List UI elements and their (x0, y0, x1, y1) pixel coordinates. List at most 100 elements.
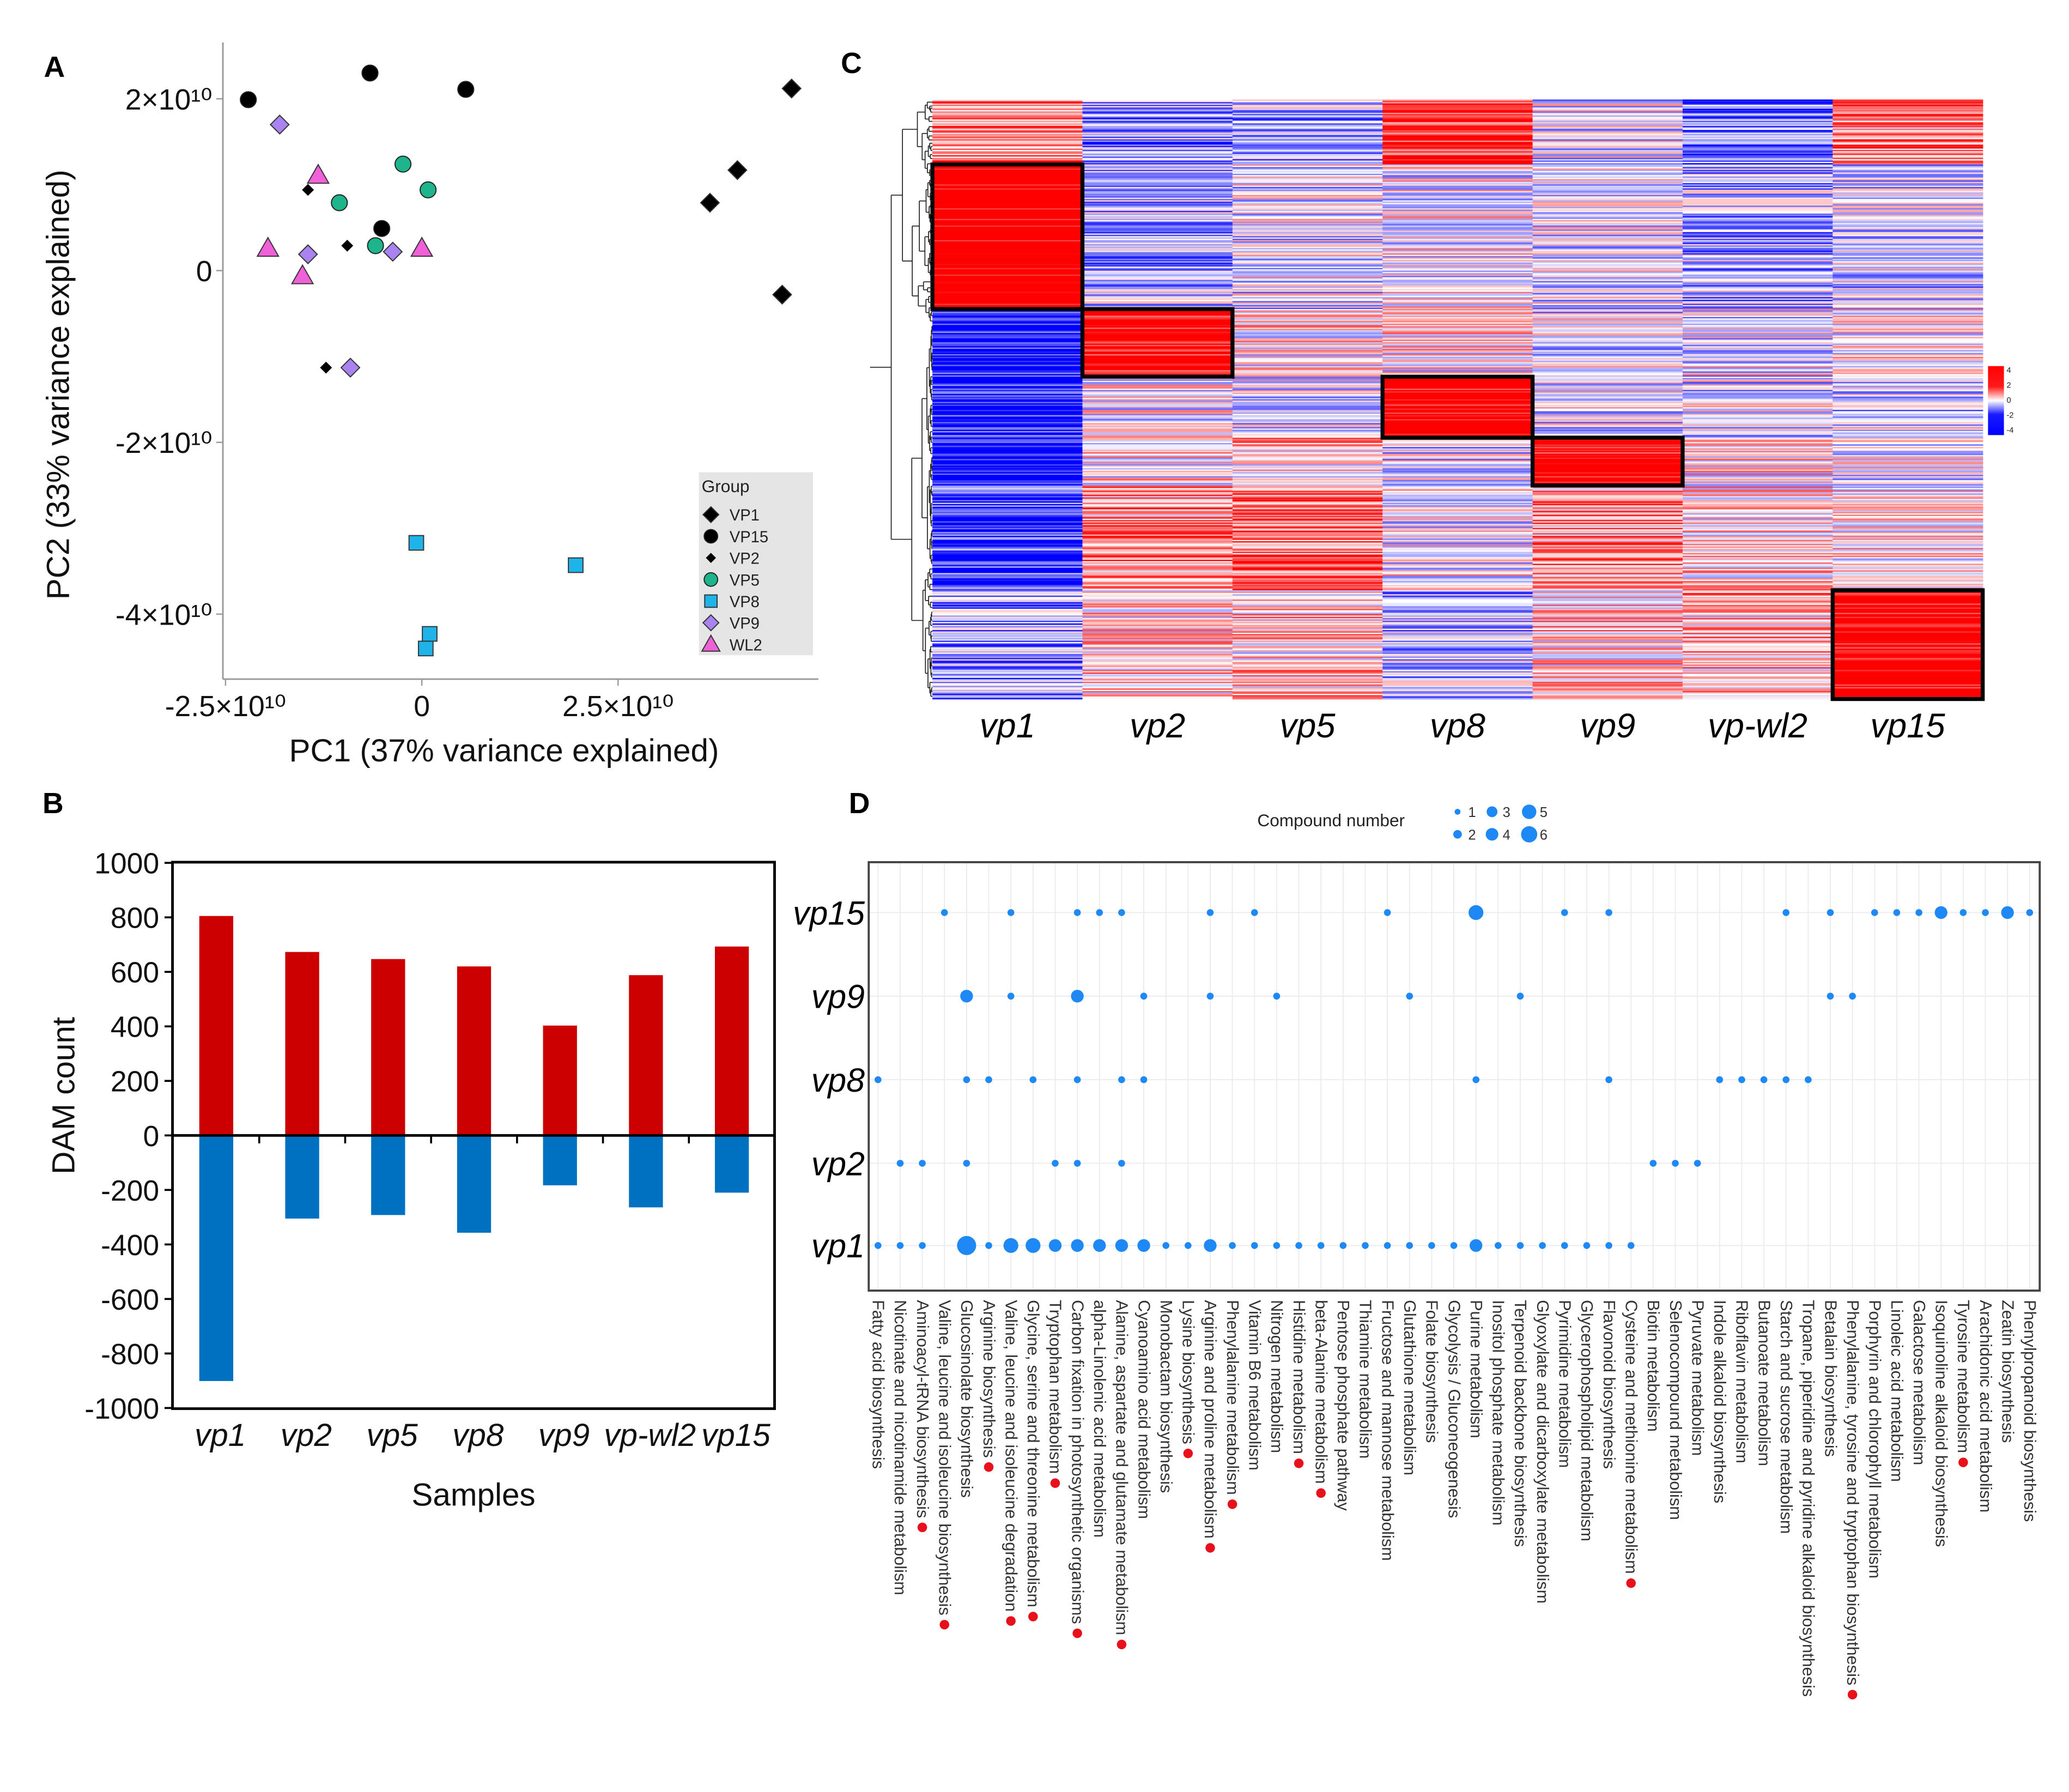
heatmap-cell (1833, 382, 1983, 384)
heatmap-cell (1232, 675, 1383, 677)
heatmap-cell (932, 320, 1083, 323)
heatmap-cell (1833, 117, 1983, 119)
heatmap-cell (932, 438, 1083, 440)
heatmap-cell (1382, 528, 1533, 530)
heatmap-cell (1532, 258, 1683, 261)
heatmap-cell (932, 426, 1083, 428)
heatmap-cell (932, 545, 1083, 547)
heatmap-cell (1532, 187, 1683, 189)
heatmap-cell (1082, 240, 1233, 242)
heatmap-cell (1833, 150, 1983, 152)
pathway-label: Purine metabolism (1467, 1300, 1485, 1438)
pca-x-tick-label: 2.5×10¹⁰ (562, 691, 674, 723)
heatmap-cell (932, 391, 1083, 393)
heatmap-cell (1682, 404, 1834, 407)
heatmap-cell (1232, 506, 1383, 508)
heatmap-cell (1382, 658, 1533, 660)
heatmap-cell (1833, 391, 1983, 393)
heatmap-cell (932, 150, 1083, 152)
heatmap-cell (1232, 476, 1383, 478)
heatmap-cell (1382, 441, 1533, 444)
heatmap-cell (1382, 224, 1533, 226)
heatmap-cell (1232, 552, 1383, 554)
heatmap-cell (1082, 150, 1233, 152)
heatmap-cell (1682, 286, 1834, 288)
heatmap-cell (1532, 647, 1683, 649)
heatmap-cell (932, 279, 1083, 281)
bubble-vp1 (1273, 1242, 1281, 1249)
bubble-row-label: vp2 (811, 1145, 865, 1182)
heatmap-cell (1232, 464, 1383, 466)
heatmap-cell (1532, 411, 1683, 413)
heatmap-cell (1532, 393, 1683, 396)
heatmap-cell (1532, 378, 1683, 380)
heatmap-cell (1532, 542, 1683, 544)
heatmap-cell (1532, 404, 1683, 407)
heatmap-cell (932, 205, 1083, 208)
heatmap-cell (1682, 577, 1834, 579)
heatmap-cell (1382, 571, 1533, 574)
heatmap-cell (1232, 592, 1383, 595)
legend-label-wl2: WL2 (730, 637, 762, 654)
heatmap-cell (1682, 625, 1834, 627)
heatmap-cell (1532, 400, 1683, 403)
heatmap-cell (1682, 282, 1834, 284)
heatmap-cell (1232, 265, 1383, 267)
heatmap-cell (1382, 99, 1533, 101)
bubble-vp15 (1469, 905, 1484, 921)
heatmap-cell (1232, 649, 1383, 651)
heatmap-cell (1833, 641, 1983, 644)
heatmap-cell (1382, 477, 1533, 480)
pathway-label: Valine, leucine and isoleucine degradati… (1002, 1300, 1020, 1612)
heatmap-cell (1382, 508, 1533, 510)
heatmap-cell (1082, 269, 1233, 271)
heatmap-cell (1682, 450, 1834, 452)
heatmap-cell (1532, 221, 1683, 223)
heatmap-cell (1232, 386, 1383, 388)
heatmap-cell (1082, 628, 1233, 631)
heatmap-cell (1232, 156, 1383, 159)
heatmap-cell (1382, 124, 1533, 126)
heatmap-cell (1232, 160, 1383, 162)
heatmap-cell (932, 270, 1083, 273)
heatmap-cell (1682, 343, 1834, 346)
heatmap-cell (1532, 134, 1683, 136)
heatmap-cell (1232, 691, 1383, 693)
heatmap-cell (1382, 350, 1533, 352)
heatmap-cell (1232, 607, 1383, 609)
heatmap-cell (1682, 526, 1834, 529)
heatmap-cell (1833, 603, 1983, 606)
heatmap-cell (1682, 246, 1834, 249)
heatmap-cell (1082, 331, 1233, 334)
heatmap-cell (932, 232, 1083, 234)
bubble-vp2 (1672, 1160, 1679, 1167)
heatmap-cell (1682, 399, 1834, 401)
heatmap-cell (1232, 611, 1383, 614)
heatmap-cell (1532, 514, 1683, 517)
heatmap-cell (1232, 488, 1383, 490)
heatmap-cell (1532, 585, 1683, 587)
heatmap-cell (1682, 359, 1834, 361)
heatmap-cell (1232, 505, 1383, 507)
heatmap-cell (1532, 635, 1683, 637)
heatmap-cell (1833, 306, 1983, 308)
heatmap-cell (932, 417, 1083, 420)
pca-point-vp2 (302, 184, 314, 196)
heatmap-cell (932, 541, 1083, 543)
heatmap-cell (1382, 665, 1533, 668)
heatmap-cell (1382, 188, 1533, 190)
heatmap-cell (1682, 426, 1834, 428)
heatmap-cell (1082, 658, 1233, 660)
heatmap-cell (1682, 108, 1834, 111)
heatmap-cell (1382, 143, 1533, 146)
bar-category-label: vp1 (195, 1418, 246, 1453)
heatmap-cell (1082, 216, 1233, 218)
heatmap-cell (932, 159, 1083, 161)
heatmap-cell (1833, 592, 1983, 595)
heatmap-cell (1232, 440, 1383, 443)
heatmap-cell (1532, 683, 1683, 685)
bubble-vp15 (1915, 909, 1922, 916)
heatmap-cell (1682, 328, 1834, 330)
heatmap-cell (1682, 298, 1834, 300)
